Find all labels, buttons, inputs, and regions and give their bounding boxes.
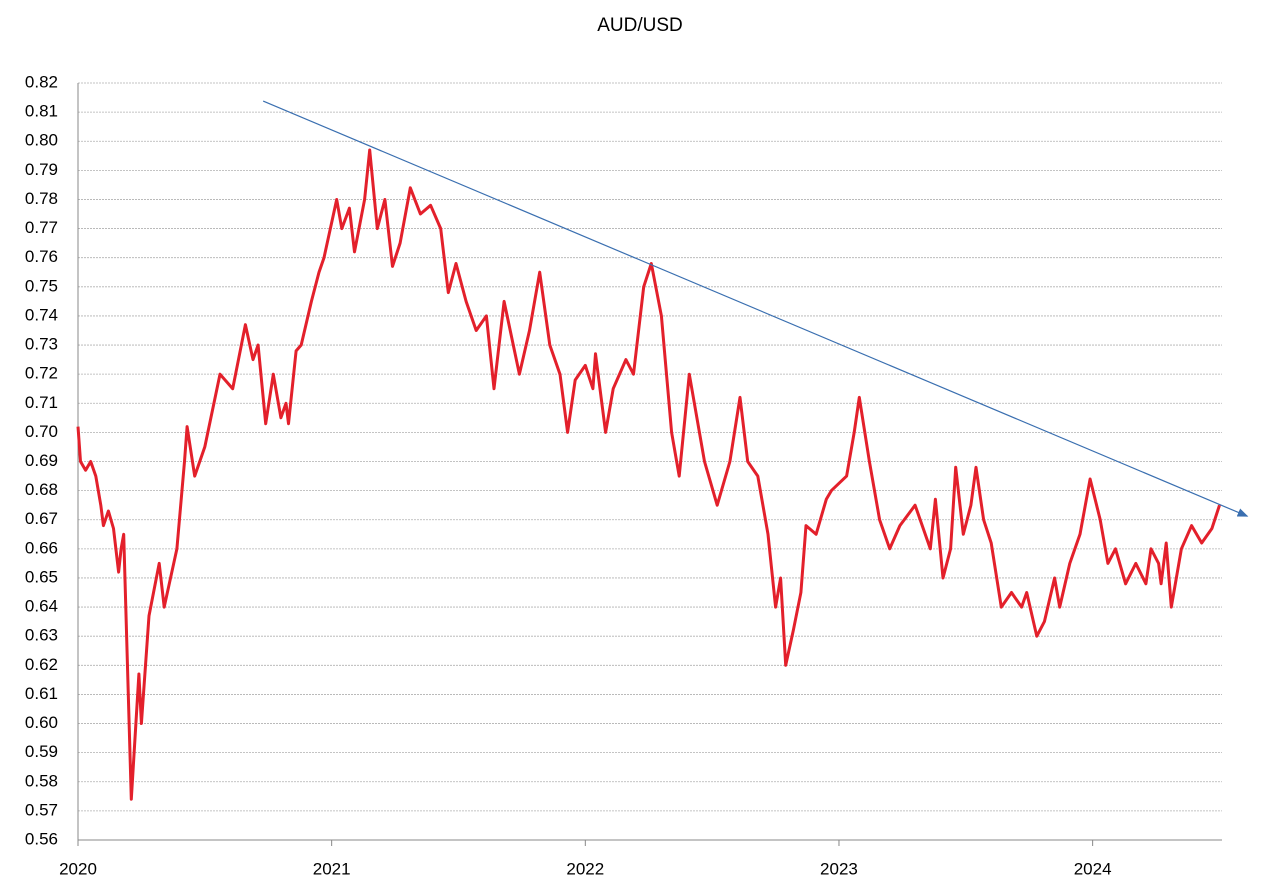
y-tick-label: 0.57 [25, 800, 58, 819]
y-tick-label: 0.63 [25, 626, 58, 645]
y-tick-label: 0.77 [25, 218, 58, 237]
y-tick-label: 0.56 [25, 829, 58, 848]
y-tick-label: 0.67 [25, 509, 58, 528]
x-tick-label: 2024 [1074, 859, 1112, 878]
y-tick-label: 0.59 [25, 742, 58, 761]
y-tick-label: 0.76 [25, 247, 58, 266]
y-tick-label: 0.79 [25, 160, 58, 179]
y-tick-label: 0.71 [25, 393, 58, 412]
chart-title: AUD/USD [597, 15, 683, 36]
y-tick-label: 0.70 [25, 422, 58, 441]
y-tick-label: 0.82 [25, 72, 58, 91]
y-tick-label: 0.78 [25, 189, 58, 208]
y-tick-label: 0.65 [25, 567, 58, 586]
y-tick-label: 0.60 [25, 713, 58, 732]
y-tick-label: 0.62 [25, 655, 58, 674]
trend-line [262, 100, 1249, 517]
y-tick-label: 0.64 [25, 597, 58, 616]
x-tick-label: 2022 [566, 859, 604, 878]
y-tick-label: 0.72 [25, 364, 58, 383]
y-tick-label: 0.68 [25, 480, 58, 499]
y-tick-label: 0.80 [25, 131, 58, 150]
price-line [76, 148, 1221, 801]
x-tick-label: 2020 [59, 859, 97, 878]
y-tick-label: 0.75 [25, 276, 58, 295]
y-tick-label: 0.69 [25, 451, 58, 470]
y-tick-label: 0.58 [25, 771, 58, 790]
y-tick-label: 0.73 [25, 335, 58, 354]
y-tick-label: 0.61 [25, 684, 58, 703]
x-tick-label: 2023 [820, 859, 858, 878]
y-tick-label: 0.74 [25, 305, 58, 324]
x-tick-label: 2021 [313, 859, 351, 878]
y-tick-label: 0.81 [25, 102, 58, 121]
y-tick-label: 0.66 [25, 538, 58, 557]
